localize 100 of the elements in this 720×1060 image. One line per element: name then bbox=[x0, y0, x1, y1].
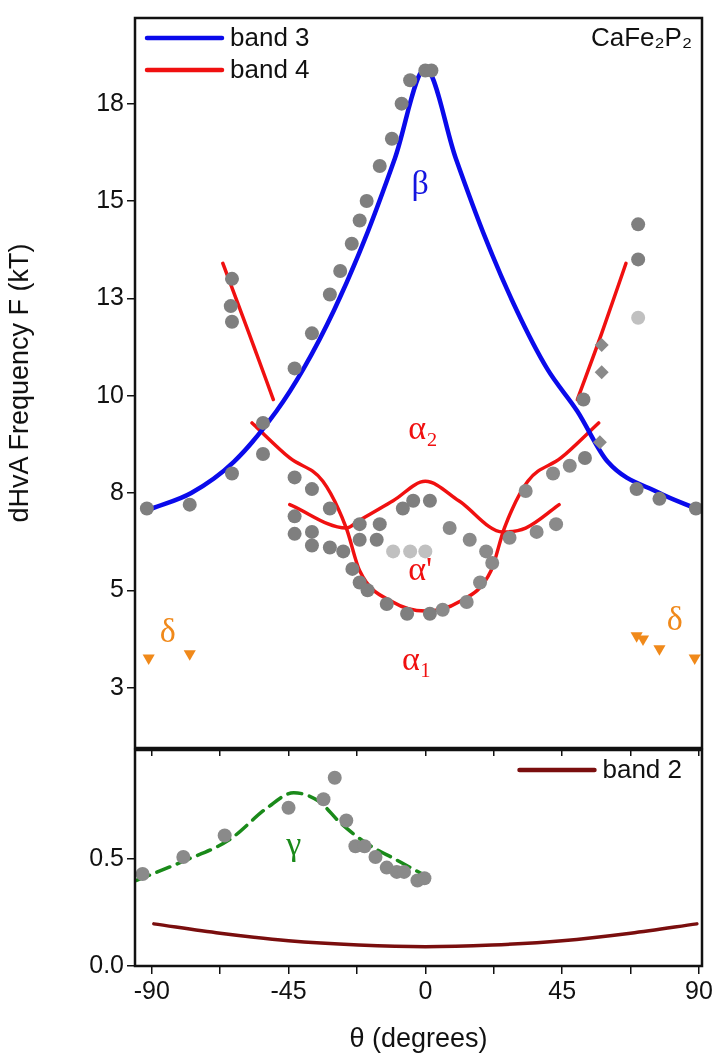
point bbox=[386, 544, 401, 559]
point bbox=[176, 849, 191, 864]
point bbox=[142, 654, 155, 666]
point bbox=[345, 561, 360, 576]
point bbox=[529, 524, 544, 539]
point bbox=[485, 556, 500, 571]
point bbox=[322, 540, 337, 555]
annotation: α' bbox=[408, 549, 433, 587]
annotation: δ bbox=[666, 599, 683, 637]
point bbox=[631, 217, 646, 232]
point bbox=[435, 602, 450, 617]
point bbox=[592, 435, 607, 450]
point bbox=[479, 544, 494, 559]
point bbox=[339, 813, 354, 828]
point bbox=[224, 466, 239, 481]
point bbox=[562, 458, 577, 473]
y-tick-label: 8 bbox=[110, 476, 124, 505]
point bbox=[688, 654, 701, 666]
point bbox=[304, 326, 319, 341]
annotation: δ bbox=[159, 611, 176, 649]
point bbox=[369, 532, 384, 547]
legend-label: band 3 bbox=[230, 22, 310, 53]
point bbox=[287, 526, 302, 541]
point bbox=[183, 650, 196, 661]
x-tick-label: 90 bbox=[685, 975, 713, 1004]
point bbox=[462, 532, 477, 547]
y-tick-label: 5 bbox=[110, 574, 124, 603]
point bbox=[459, 595, 474, 609]
x-tick-label: 45 bbox=[548, 975, 577, 1004]
point bbox=[359, 193, 374, 208]
y-tick-label: 0.0 bbox=[89, 949, 124, 978]
point bbox=[549, 517, 564, 532]
point bbox=[287, 470, 302, 485]
point bbox=[224, 271, 239, 286]
annotation: α₁ bbox=[401, 640, 432, 678]
point bbox=[322, 287, 337, 302]
legend-label: band 4 bbox=[230, 54, 310, 85]
annotation: β bbox=[411, 164, 429, 202]
point bbox=[502, 530, 517, 545]
point bbox=[418, 544, 433, 559]
x-tick-label: 0 bbox=[418, 975, 433, 1004]
point bbox=[653, 645, 666, 656]
y-axis-title: dHvA Frequency F (kT) bbox=[3, 243, 34, 523]
point bbox=[287, 509, 302, 524]
point bbox=[518, 484, 533, 499]
point bbox=[403, 73, 418, 88]
point bbox=[631, 310, 646, 325]
point bbox=[316, 792, 331, 807]
point bbox=[352, 213, 367, 228]
point bbox=[304, 538, 319, 553]
point bbox=[255, 447, 270, 462]
point bbox=[631, 252, 646, 267]
point bbox=[333, 264, 348, 279]
point bbox=[546, 466, 561, 481]
point bbox=[394, 96, 409, 111]
point bbox=[304, 482, 319, 497]
point bbox=[224, 314, 239, 329]
point bbox=[322, 501, 337, 516]
legend-label: band 2 bbox=[602, 754, 683, 785]
point bbox=[352, 532, 367, 547]
point bbox=[372, 158, 387, 173]
point bbox=[594, 338, 609, 353]
point bbox=[422, 493, 437, 508]
point bbox=[287, 361, 302, 376]
point bbox=[442, 521, 457, 536]
y-tick-label: 10 bbox=[96, 379, 124, 408]
point bbox=[379, 596, 394, 611]
point bbox=[400, 606, 415, 621]
point bbox=[688, 501, 702, 516]
point bbox=[360, 583, 375, 598]
line-series bbox=[152, 922, 699, 949]
annotation: α₂ bbox=[408, 409, 438, 447]
annotation: γ bbox=[285, 825, 302, 863]
y-tick-label: 13 bbox=[96, 282, 124, 311]
point bbox=[182, 497, 197, 512]
point bbox=[629, 482, 644, 497]
point bbox=[403, 544, 418, 559]
x-tick-label: -90 bbox=[133, 975, 170, 1004]
point bbox=[281, 800, 296, 815]
point bbox=[652, 491, 667, 506]
x-axis-title: θ (degrees) bbox=[349, 1023, 488, 1054]
x-tick-label: -45 bbox=[270, 975, 307, 1004]
point bbox=[135, 867, 150, 882]
point bbox=[577, 450, 592, 465]
point bbox=[395, 501, 410, 516]
annotation: CaFe₂P₂ bbox=[590, 22, 692, 53]
point bbox=[417, 871, 432, 886]
y-tick-label: 15 bbox=[96, 184, 124, 213]
point bbox=[384, 131, 399, 146]
point bbox=[327, 770, 342, 785]
point bbox=[473, 575, 488, 590]
point bbox=[372, 517, 387, 532]
point bbox=[217, 828, 232, 843]
point bbox=[352, 517, 367, 532]
point bbox=[368, 849, 383, 864]
y-tick-label: 3 bbox=[110, 671, 124, 700]
point bbox=[344, 236, 359, 251]
point bbox=[576, 392, 591, 407]
point bbox=[223, 299, 238, 314]
point bbox=[422, 606, 437, 621]
